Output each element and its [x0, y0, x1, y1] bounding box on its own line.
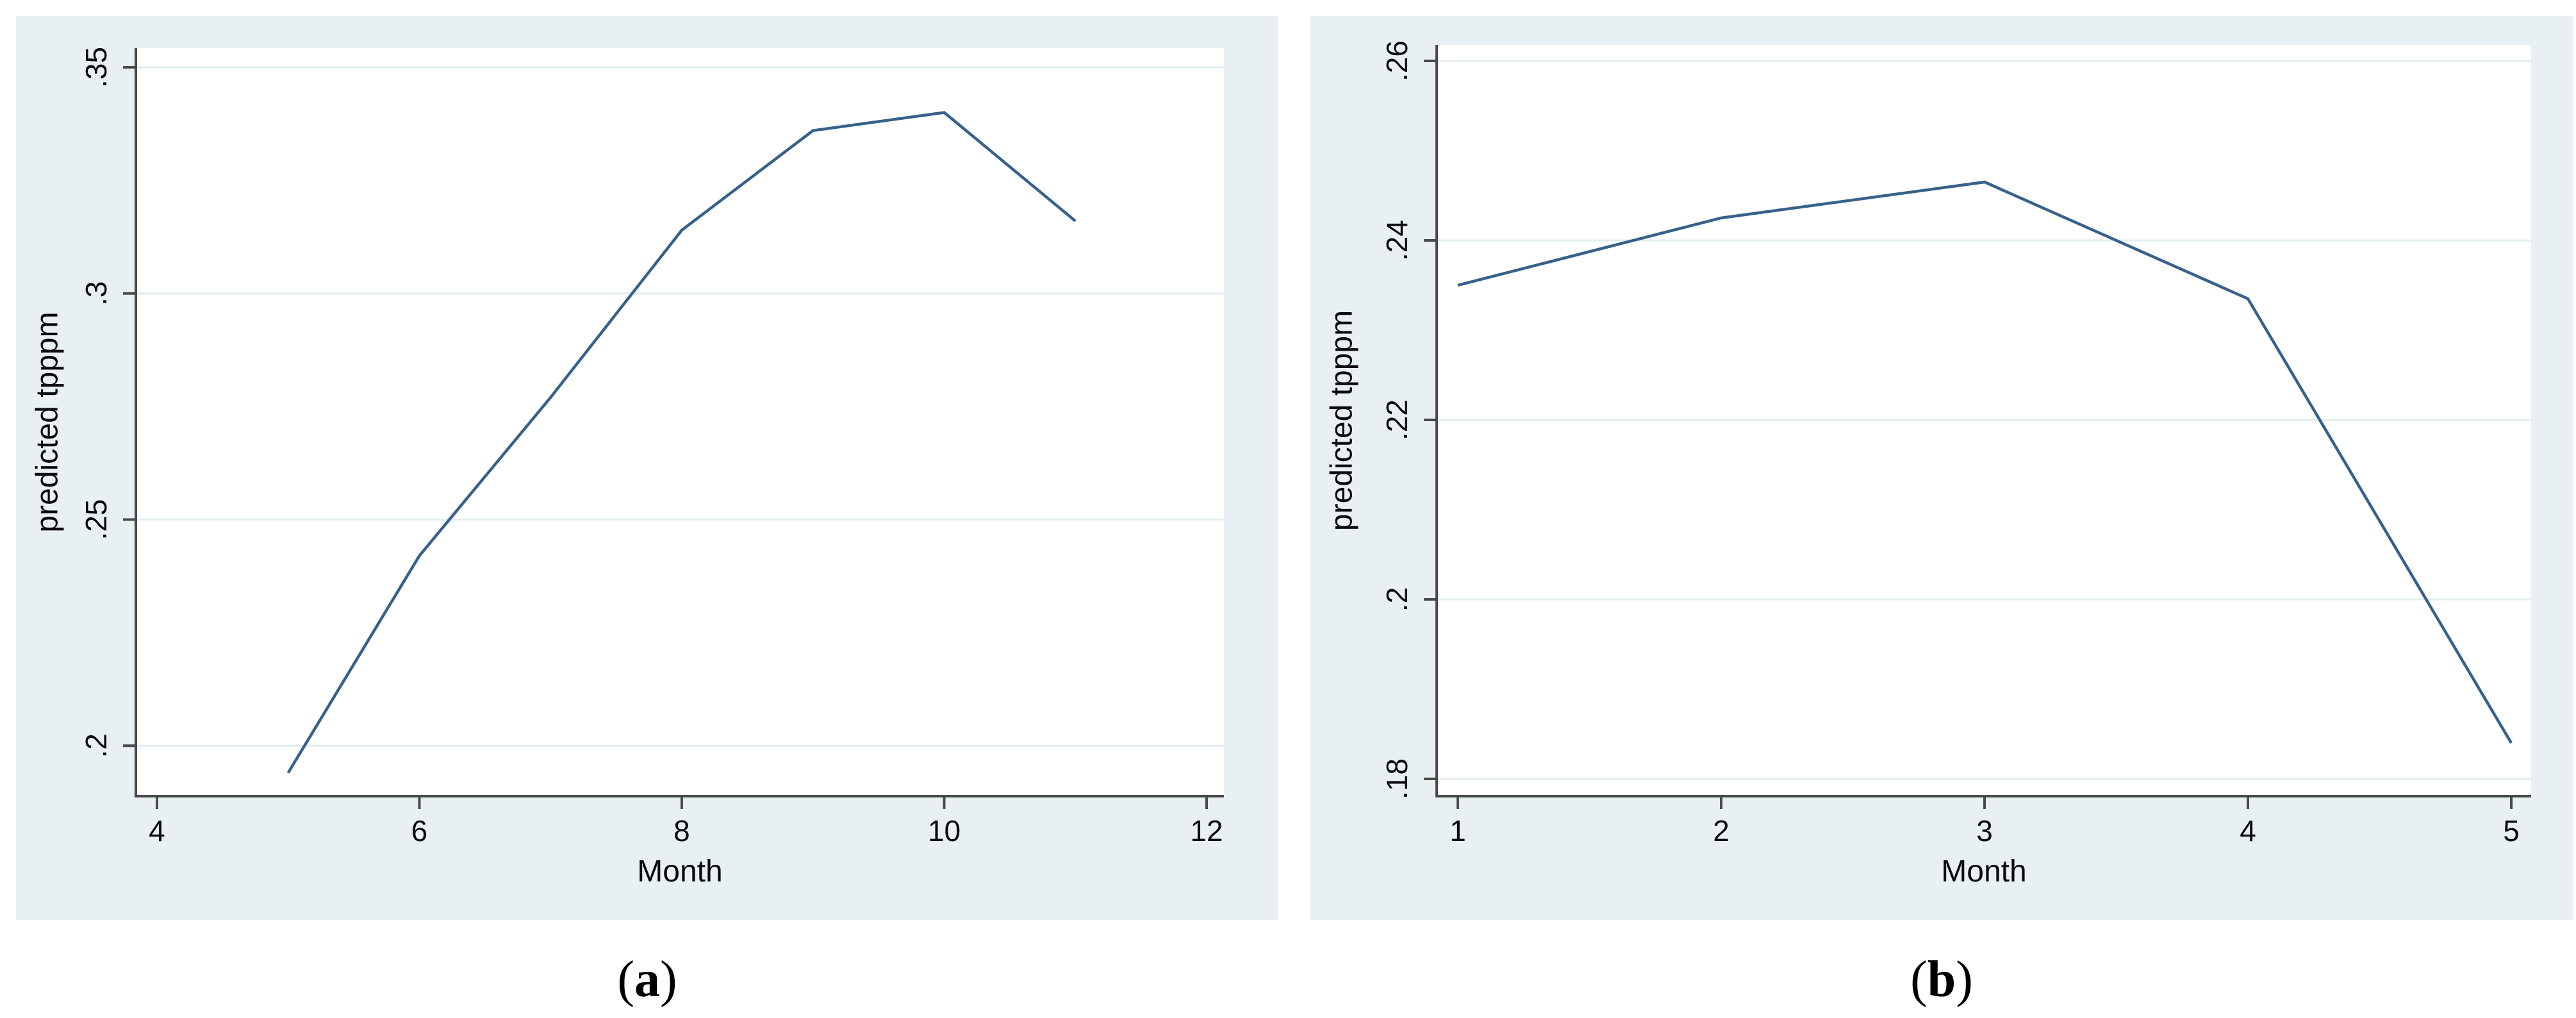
x-tick-label: 12 — [1190, 814, 1223, 847]
caption-b-open-paren: ( — [1910, 951, 1928, 1008]
y-tick-label: .35 — [79, 47, 113, 88]
chart-panel-b: .18 .2 .22 .24 .26 1 2 3 4 5 Month predicted tpppm — [1310, 16, 2573, 920]
x-tick-label: 8 — [673, 814, 690, 847]
x-tick-label: 10 — [928, 814, 961, 847]
x-tick-label: 3 — [1976, 814, 1993, 847]
y-axis-title: predicted tpppm — [31, 312, 65, 532]
y-tick-label: .26 — [1380, 40, 1414, 81]
y-tick-label: .2 — [1380, 587, 1414, 612]
y-tick-label: .22 — [1380, 399, 1414, 440]
gridlines — [1437, 60, 2531, 780]
x-tick-label: 2 — [1713, 814, 1730, 847]
caption-b-close-paren: ) — [1956, 951, 1973, 1008]
chart-b-svg: .18 .2 .22 .24 .26 1 2 3 4 5 Month predicted tpppm — [1310, 16, 2573, 920]
caption-a-open-paren: ( — [617, 951, 634, 1008]
x-axis-title: Month — [637, 855, 722, 889]
y-axis-ticks: .18 .2 .22 .24 .26 — [1380, 40, 1437, 799]
y-tick-label: .25 — [79, 499, 113, 540]
chart-panel-a: .2 .25 .3 .35 4 6 8 10 12 Month predicted tpppm — [16, 16, 1278, 920]
caption-b-letter: b — [1927, 951, 1956, 1008]
x-tick-label: 4 — [149, 814, 165, 847]
gridlines — [136, 66, 1224, 747]
caption-b: (b) — [1310, 947, 2573, 1012]
x-tick-label: 5 — [2503, 814, 2520, 847]
caption-a: (a) — [16, 947, 1278, 1012]
x-tick-label: 4 — [2240, 814, 2256, 847]
y-tick-label: .24 — [1380, 220, 1414, 261]
caption-a-letter: a — [634, 951, 660, 1008]
series-line — [286, 111, 1077, 774]
series-line — [1457, 180, 2513, 744]
chart-a-svg: .2 .25 .3 .35 4 6 8 10 12 Month predicted tpppm — [16, 16, 1278, 920]
caption-a-close-paren: ) — [660, 951, 677, 1008]
y-axis-title: predicted tpppm — [1325, 310, 1359, 531]
y-tick-label: .3 — [79, 281, 113, 306]
plot-area — [136, 48, 1224, 796]
x-axis-ticks: 1 2 3 4 5 — [1449, 796, 2520, 847]
x-tick-label: 1 — [1449, 814, 1466, 847]
y-tick-label: .18 — [1380, 758, 1414, 799]
x-axis-ticks: 4 6 8 10 12 — [149, 796, 1223, 847]
y-tick-label: .2 — [79, 733, 113, 758]
x-axis-title: Month — [1941, 855, 2026, 889]
y-axis-ticks: .2 .25 .3 .35 — [79, 47, 136, 758]
x-tick-label: 6 — [411, 814, 428, 847]
